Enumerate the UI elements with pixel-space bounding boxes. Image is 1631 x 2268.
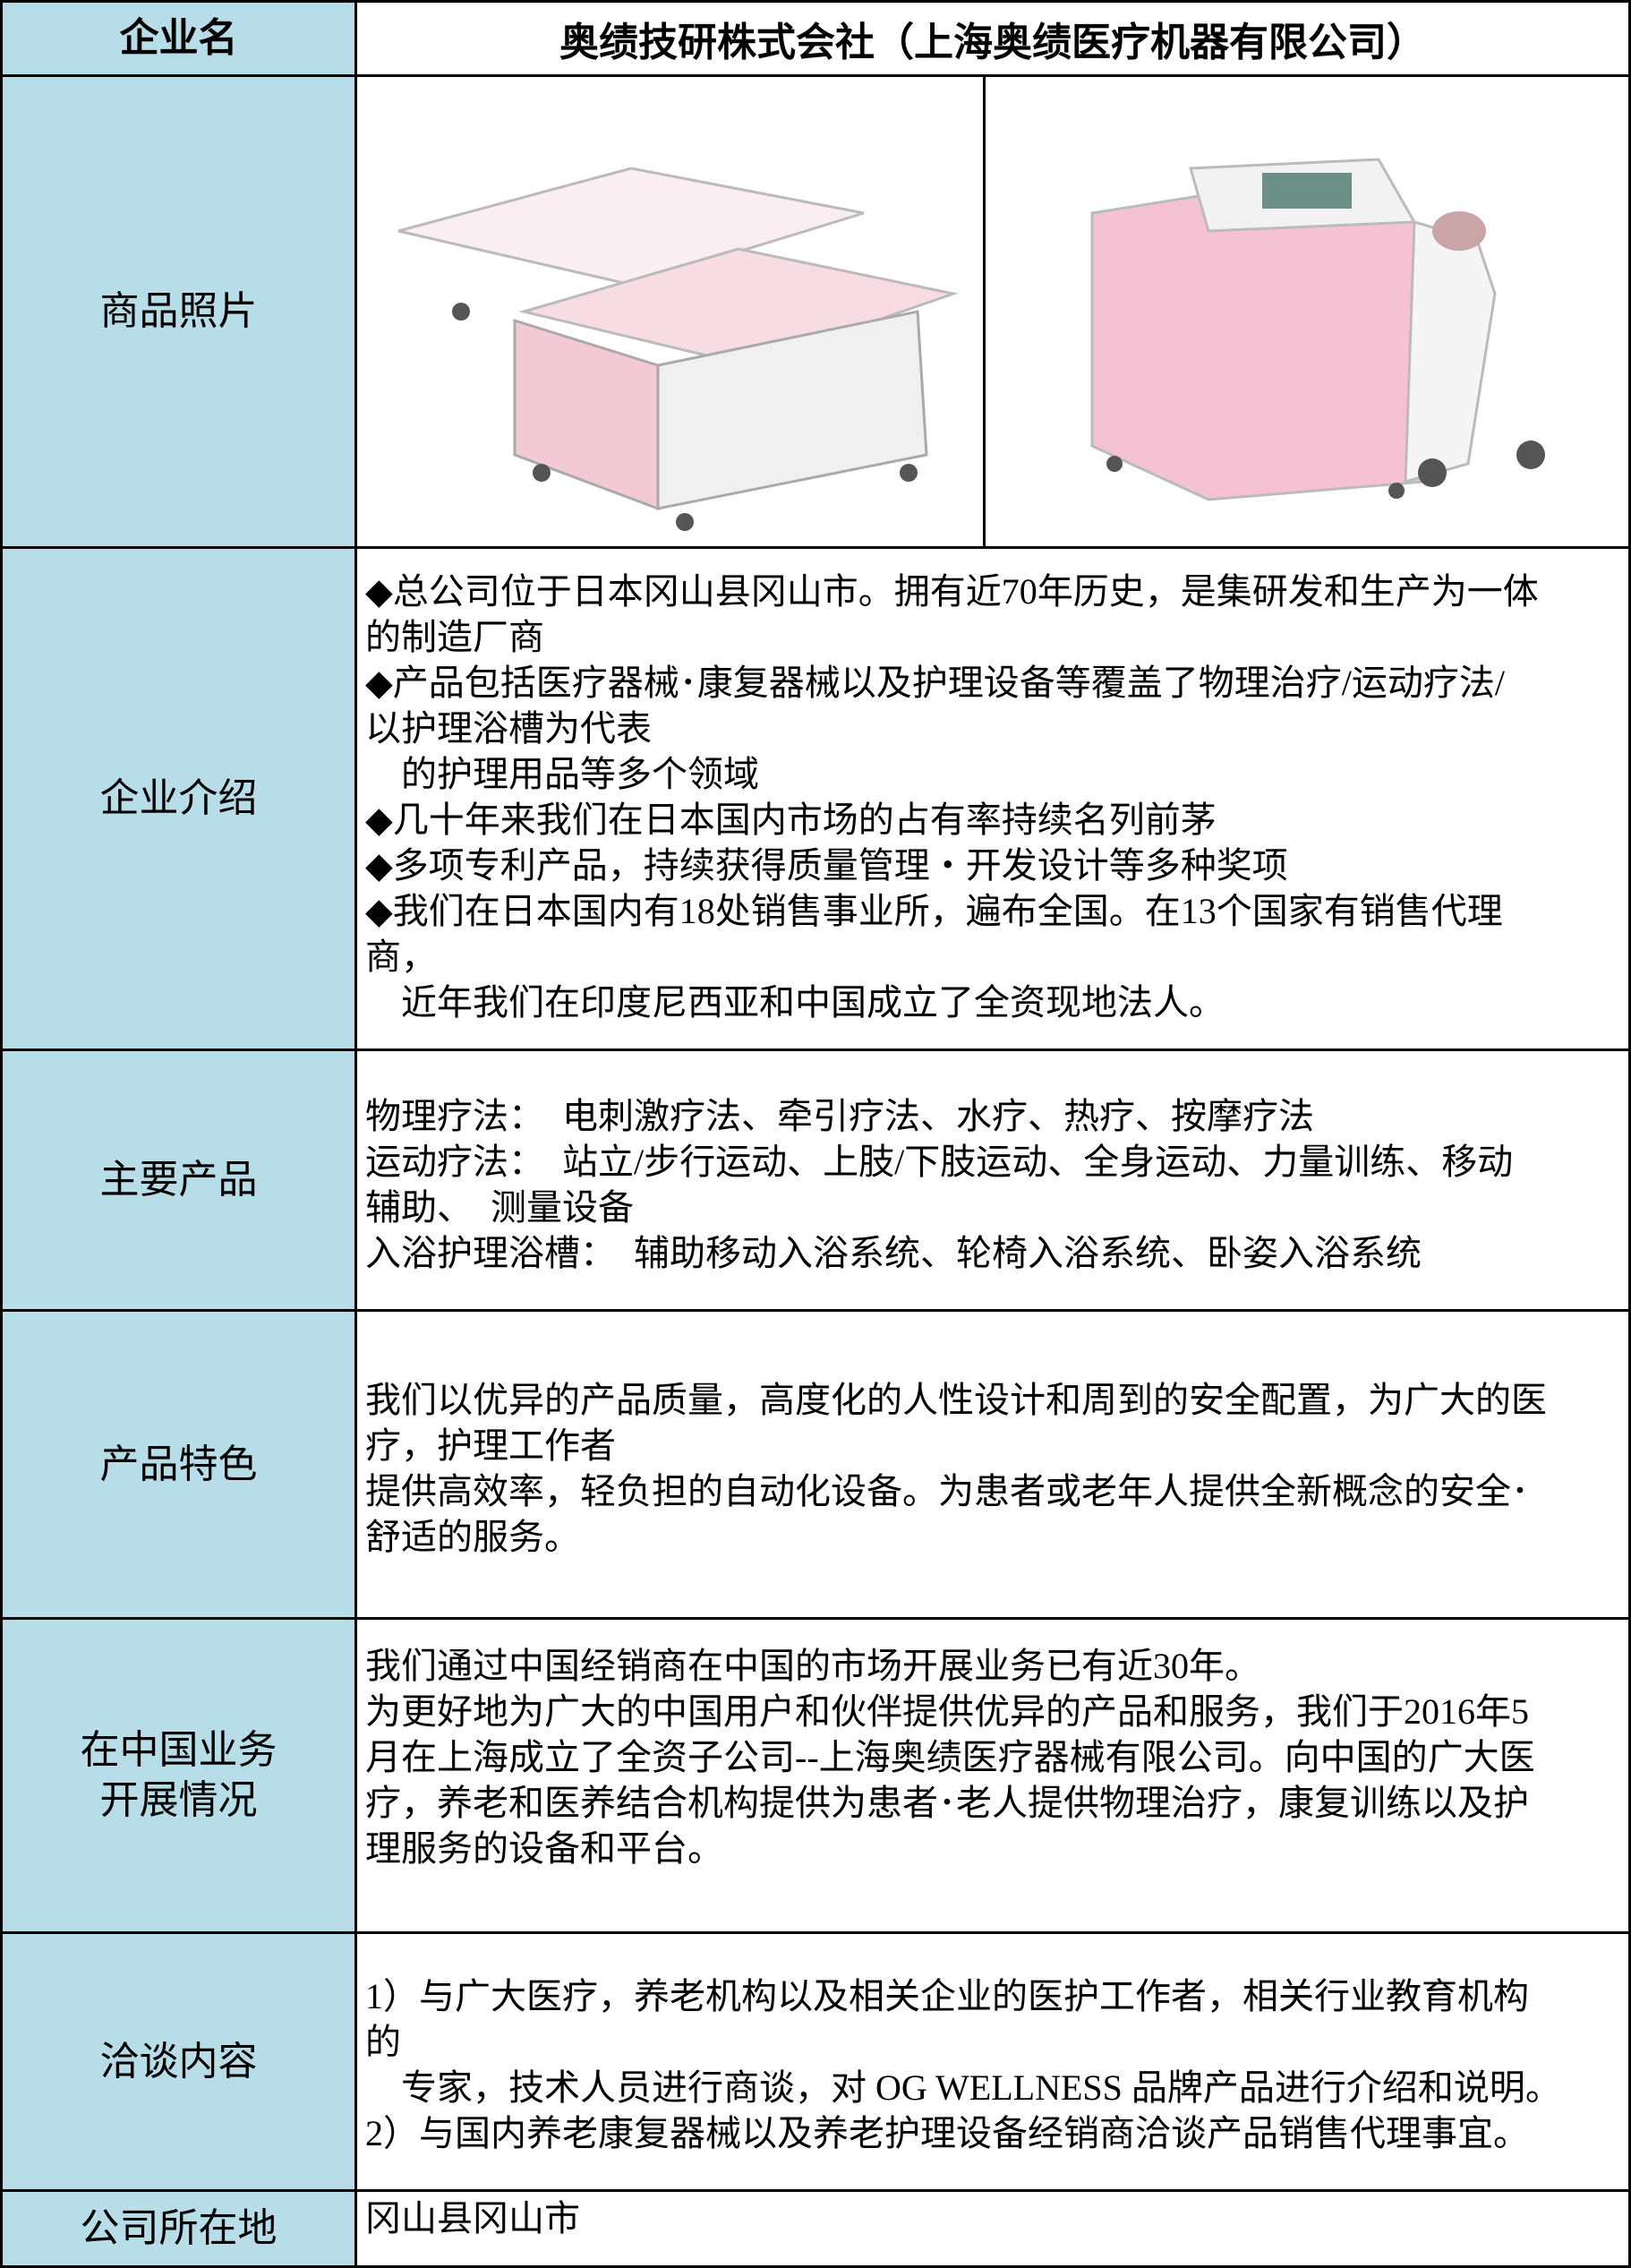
product-photo	[397, 167, 959, 531]
text-line: 提供高效率，轻负担的自动化设备。为患者或老年人提供全新概念的安全･	[365, 1471, 1529, 1511]
text-line: 理服务的设备和平台。	[365, 1828, 723, 1869]
text-line: 我们以优异的产品质量，高度化的人性设计和周到的安全配置，为广大的医	[365, 1380, 1547, 1420]
text-line: 运动疗法： 站立/步行运动、上肢/下肢运动、全身运动、力量训练、移动	[365, 1142, 1514, 1182]
text-line: 专家，技术人员进行商谈，对 OG WELLNESS 品牌产品进行介绍和说明。	[365, 2067, 1561, 2108]
row-content: 我们以优异的产品质量，高度化的人性设计和周到的安全配置，为广大的医 疗，护理工作者…	[354, 1309, 1631, 1620]
text-line: 疗，养老和医养结合机构提供为患者･老人提供物理治疗，康复训练以及护	[365, 1783, 1529, 1823]
text-line: 近年我们在印度尼西亚和中国成立了全资现地法人。	[365, 982, 1225, 1023]
text-line: 的制造厂商	[365, 617, 544, 657]
product-photo	[1090, 158, 1545, 501]
text-line: 以护理浴槽为代表	[365, 708, 652, 749]
company-name: 奥绩技研株式会社（上海奥绩医疗机器有限公司）	[354, 0, 1631, 77]
header-label: 企业名	[0, 0, 357, 77]
text-line: 辅助、 测量设备	[365, 1187, 634, 1228]
row-label: 商品照片	[0, 74, 357, 549]
text-line: 月在上海成立了全资子公司--上海奥绩医疗器械有限公司。向中国的广大医	[365, 1737, 1535, 1777]
text-line: 物理疗法： 电刺激疗法、牵引疗法、水疗、热疗、按摩疗法	[365, 1096, 1314, 1136]
row-label: 产品特色	[0, 1309, 357, 1620]
text-line: 商，	[365, 937, 437, 977]
text-line: 我们通过中国经销商在中国的市场开展业务已有近30年。	[365, 1646, 1260, 1686]
text-line: 舒适的服务。	[365, 1517, 580, 1557]
text-line: 为更好地为广大的中国用户和伙伴提供优异的产品和服务，我们于2016年5	[365, 1691, 1529, 1732]
text-line: ◆几十年来我们在日本国内市场的占有率持续名列前茅	[365, 800, 1217, 840]
text-line: 疗，护理工作者	[365, 1425, 616, 1466]
text-line: 2）与国内养老康复器械以及养老护理设备经销商洽谈产品销售代理事宜。	[365, 2113, 1529, 2153]
text-line: ◆产品包括医疗器械･康复器械以及护理设备等覆盖了物理治疗/运动疗法/	[365, 663, 1505, 703]
text-line: 1）与广大医疗，养老机构以及相关企业的医护工作者，相关行业教育机构	[365, 1976, 1529, 2016]
text-line: 的	[365, 2022, 401, 2062]
row-label: 公司所在地	[0, 2189, 357, 2268]
row-content: 1）与广大医疗，养老机构以及相关企业的医护工作者，相关行业教育机构的 专家，技术…	[354, 1931, 1631, 2192]
row-label: 在中国业务 开展情况	[0, 1617, 357, 1934]
text-line: ◆我们在日本国内有18处销售事业所，遍布全国。在13个国家有销售代理	[365, 891, 1503, 931]
row-label: 主要产品	[0, 1048, 357, 1312]
row-content: 我们通过中国经销商在中国的市场开展业务已有近30年。为更好地为广大的中国用户和伙…	[354, 1617, 1631, 1934]
text-line: 入浴护理浴槽： 辅助移动入浴系统、轮椅入浴系统、卧姿入浴系统	[365, 1233, 1422, 1273]
row-content: 物理疗法： 电刺激疗法、牵引疗法、水疗、热疗、按摩疗法运动疗法： 站立/步行运动…	[354, 1048, 1631, 1312]
text-line: ◆总公司位于日本冈山县冈山市。拥有近70年历史，是集研发和生产为一体	[365, 571, 1539, 612]
text-line: ◆多项专利产品，持续获得质量管理・开发设计等多种奖项	[365, 845, 1288, 886]
row-content: 冈山县冈山市	[354, 2189, 1631, 2268]
row-label: 企业介绍	[0, 546, 357, 1051]
text-line: 冈山县冈山市	[365, 2198, 580, 2238]
text-line: 的护理用品等多个领域	[365, 754, 759, 794]
row-content: ◆总公司位于日本冈山县冈山市。拥有近70年历史，是集研发和生产为一体 的制造厂商 ◆…	[354, 546, 1631, 1051]
row-label: 洽谈内容	[0, 1931, 357, 2192]
